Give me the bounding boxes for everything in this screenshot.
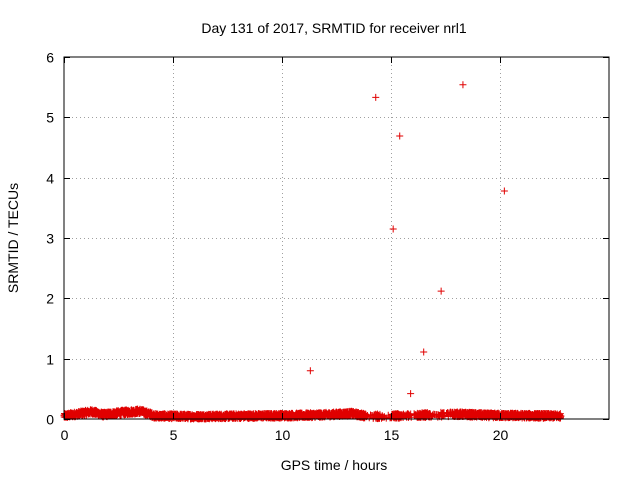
y-tick-label: 2 — [46, 291, 54, 307]
x-tick-label: 0 — [61, 427, 69, 443]
data-point — [557, 412, 565, 420]
x-tick-label: 20 — [493, 427, 509, 443]
data-marks — [60, 81, 565, 423]
data-point-outlier — [407, 390, 415, 398]
y-tick-label: 5 — [46, 110, 54, 126]
data-point-outlier — [500, 187, 508, 195]
x-tick-label: 5 — [170, 427, 178, 443]
y-tick-label: 4 — [46, 171, 54, 187]
x-axis-label: GPS time / hours — [281, 457, 388, 473]
data-point-outlier — [372, 93, 380, 101]
data-point-outlier — [420, 348, 428, 356]
chart-title: Day 131 of 2017, SRMTID for receiver nrl… — [201, 20, 467, 36]
y-tick-label: 1 — [46, 352, 54, 368]
x-tick-label: 10 — [275, 427, 291, 443]
y-tick-label: 0 — [46, 412, 54, 428]
axis-ticks: 0 5 10 15 20 0 1 2 3 4 5 6 — [46, 50, 609, 443]
data-point-outlier — [437, 287, 445, 295]
data-point-outlier — [459, 81, 467, 89]
data-point-outlier — [389, 225, 397, 233]
data-point — [362, 412, 370, 420]
data-point-outlier — [306, 367, 314, 375]
y-tick-label: 3 — [46, 231, 54, 247]
y-tick-label: 6 — [46, 50, 54, 66]
data-point-outlier — [426, 410, 434, 418]
y-axis-label: SRMTID / TECUs — [5, 183, 21, 293]
data-point-outlier — [396, 132, 404, 140]
x-tick-label: 15 — [384, 427, 400, 443]
grid — [64, 57, 609, 419]
